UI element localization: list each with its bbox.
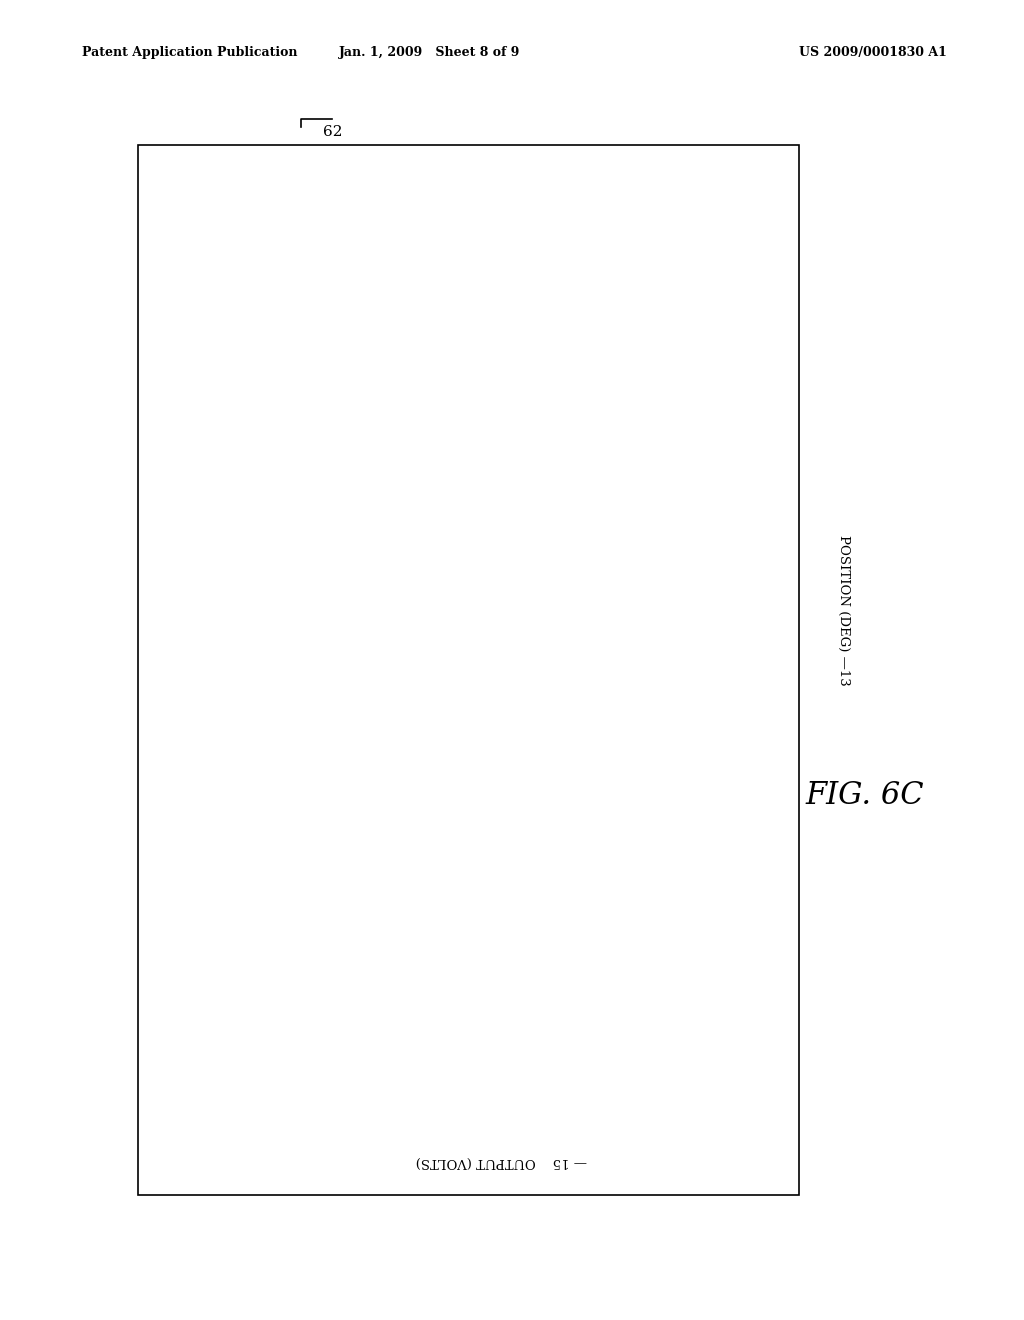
Text: 64: 64 bbox=[311, 354, 329, 391]
Text: FIG. 6C: FIG. 6C bbox=[806, 780, 925, 812]
Text: Patent Application Publication: Patent Application Publication bbox=[82, 46, 297, 59]
Text: US 2009/0001830 A1: US 2009/0001830 A1 bbox=[800, 46, 947, 59]
Text: -50: -50 bbox=[385, 735, 468, 763]
Text: 66: 66 bbox=[456, 642, 509, 684]
Text: Jan. 1, 2009   Sheet 8 of 9: Jan. 1, 2009 Sheet 8 of 9 bbox=[339, 46, 521, 59]
Text: 62: 62 bbox=[324, 124, 343, 139]
Text: — 15    OUTPUT (VOLTS): — 15 OUTPUT (VOLTS) bbox=[416, 1155, 588, 1168]
Y-axis label: POSITION (DEG) —13: POSITION (DEG) —13 bbox=[837, 535, 850, 686]
